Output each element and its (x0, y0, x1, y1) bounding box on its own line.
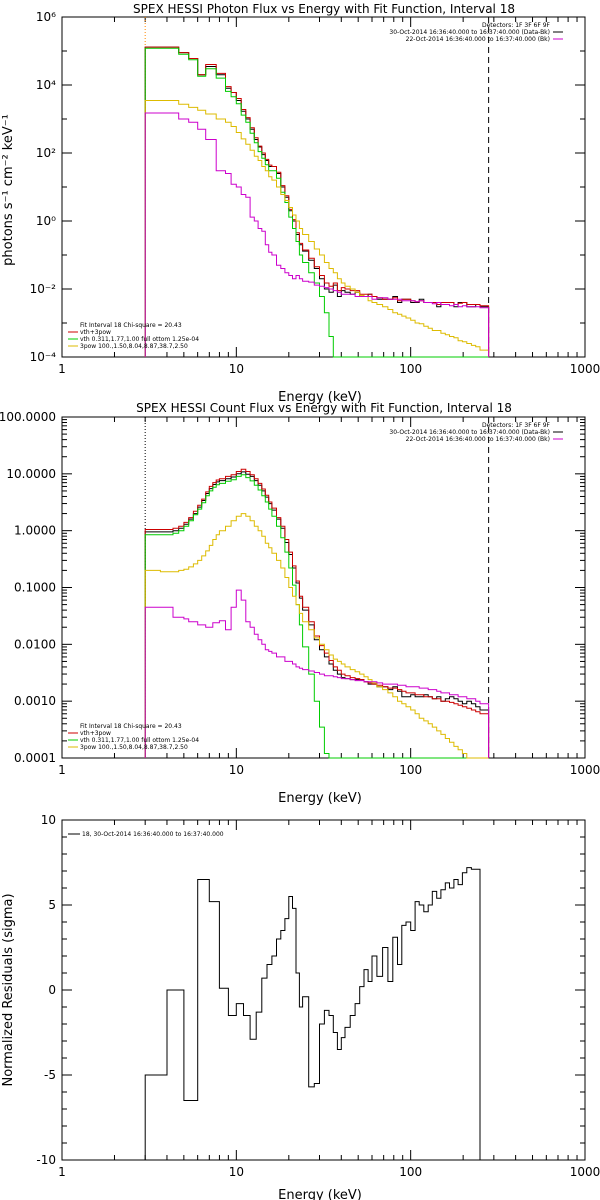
legend-text: 18, 30-Oct-2014 16:36:40.000 to 16:37:40… (82, 831, 224, 838)
y-tick-label: 0.0010 (14, 694, 56, 708)
legend-text: Fit Interval 18 Chi-square = 20.43 (80, 322, 182, 329)
chart-title: SPEX HESSI Count Flux vs Energy with Fit… (136, 401, 512, 415)
plot-frame (61, 416, 586, 759)
x-tick-label: 1000 (570, 1165, 600, 1179)
y-tick-label: 5 (48, 898, 56, 912)
y-tick-label: 10⁴ (36, 78, 56, 92)
y-tick-label: 0.1000 (14, 581, 56, 595)
y-tick-label: -5 (44, 1068, 56, 1082)
y-tick-label: -10 (36, 1153, 56, 1167)
series-vth-line (144, 474, 489, 759)
y-tick-label: 10.0000 (6, 467, 56, 481)
series-data-bk-line (144, 46, 490, 357)
legend-text: 30-Oct-2014 16:36:40.000 to 16:37:40.000… (389, 429, 550, 436)
x-tick-label: 1000 (570, 763, 600, 777)
series-residuals-line (144, 867, 489, 1161)
x-axis-label: Energy (keV) (278, 1188, 362, 1200)
y-tick-label: 100.0000 (0, 410, 56, 424)
x-tick-label: 10 (229, 1165, 244, 1179)
x-tick-label: 100 (399, 1165, 422, 1179)
x-tick-label: 1 (58, 763, 66, 777)
plot-frame (61, 16, 586, 358)
plot-frame (61, 819, 586, 1161)
series-vth-3pow-line (144, 46, 490, 357)
x-tick-label: 10 (229, 763, 244, 777)
y-tick-label: 10⁶ (36, 10, 56, 24)
legend-text: vth 0.311,1.77,1.00 full ottom 1.25e-04 (80, 336, 199, 343)
x-tick-label: 1 (58, 362, 66, 376)
x-tick-label: 100 (399, 763, 422, 777)
legend-text: 22-Oct-2014 16:36:40.000 to 16:37:40.000… (406, 36, 550, 43)
series-vth-line (144, 47, 489, 358)
legend-text: 22-Oct-2014 16:36:40.000 to 16:37:40.000… (406, 436, 550, 443)
y-tick-label: 10 (41, 813, 56, 827)
legend-text: vth 0.311,1.77,1.00 full ottom 1.25e-04 (80, 737, 199, 744)
y-tick-label: 10⁰ (36, 214, 56, 228)
y-tick-label: 0.0100 (14, 637, 56, 651)
x-tick-label: 100 (399, 362, 422, 376)
legend-text: Detectors: 1F 3F 6F 9F (482, 422, 551, 429)
x-tick-label: 1000 (570, 362, 600, 376)
series-3pow-line (144, 513, 489, 759)
legend-text: vth+3pow (80, 329, 111, 336)
y-tick-label: 1.0000 (14, 524, 56, 538)
count-flux-panel: SPEX HESSI Count Flux vs Energy with Fit… (0, 401, 600, 806)
y-tick-label: 0 (48, 983, 56, 997)
y-tick-label: 10⁻² (30, 282, 57, 296)
series-bk-line (144, 112, 490, 357)
y-tick-label: 10⁻⁴ (30, 350, 57, 364)
legend-text: Fit Interval 18 Chi-square = 20.43 (80, 723, 182, 730)
x-axis-label: Energy (keV) (278, 390, 362, 405)
y-tick-label: 0.0001 (14, 751, 56, 765)
series-vth-3pow-line (144, 468, 490, 758)
series-3pow-line (144, 100, 490, 357)
y-axis-label: photons s⁻¹ cm⁻² keV⁻¹ (1, 114, 16, 266)
photon-flux-panel: SPEX HESSI Photon Flux vs Energy with Fi… (1, 2, 600, 405)
x-tick-label: 1 (58, 1165, 66, 1179)
legend-text: 3pow 100.,1.50,8.04,8.87,38.7,2.50 (80, 343, 188, 350)
legend-text: Detectors: 1F 3F 6F 9F (482, 22, 551, 29)
legend-text: 30-Oct-2014 16:36:40.000 to 16:37:40.000… (389, 29, 550, 36)
y-axis-label: Normalized Residuals (sigma) (1, 893, 16, 1086)
legend-text: 3pow 100.,1.50,8.04,8.87,38.7,2.50 (80, 744, 188, 751)
x-axis-label: Energy (keV) (278, 791, 362, 806)
chart-title: SPEX HESSI Photon Flux vs Energy with Fi… (133, 2, 515, 16)
series-bk-line (144, 589, 490, 758)
x-tick-label: 10 (229, 362, 244, 376)
y-tick-label: 10² (36, 146, 56, 160)
legend-text: vth+3pow (80, 730, 111, 737)
residuals-panel: Energy (keV) Normalized Residuals (sigma… (1, 813, 600, 1200)
